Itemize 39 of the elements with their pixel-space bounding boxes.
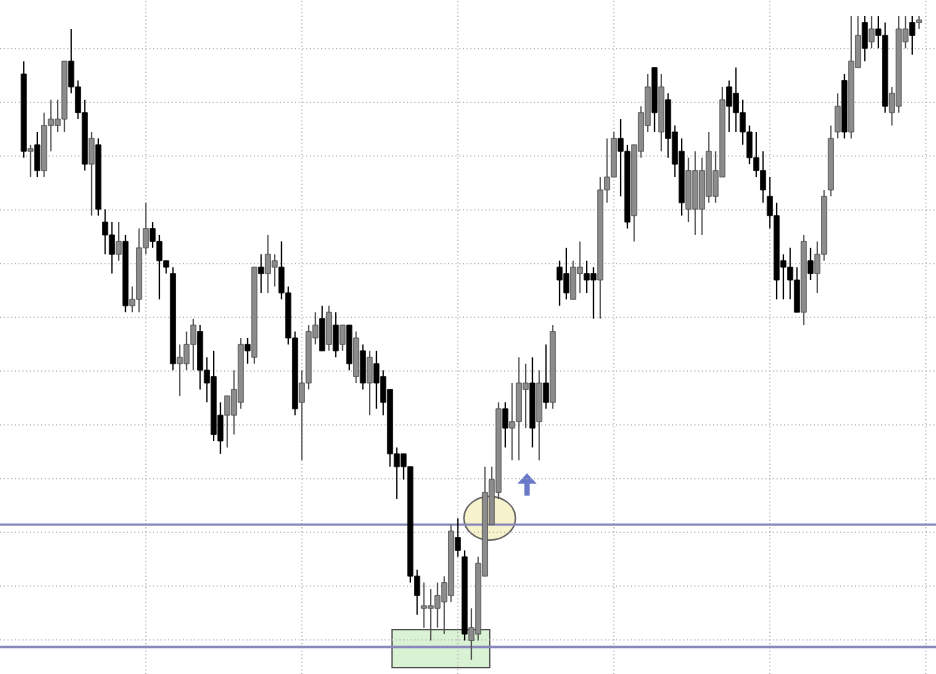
candlestick <box>319 305 326 352</box>
candlestick <box>346 324 353 371</box>
candlestick <box>325 305 332 352</box>
candlestick <box>224 395 231 449</box>
candlestick <box>576 240 583 294</box>
candlestick <box>563 247 570 301</box>
candlestick <box>861 15 868 62</box>
candlestick <box>115 221 122 262</box>
candlestick <box>583 260 590 294</box>
candlestick <box>190 317 197 371</box>
candlestick <box>909 15 916 56</box>
candlestick <box>264 234 271 294</box>
candlestick <box>502 401 509 449</box>
candlestick <box>244 337 251 365</box>
candlestick <box>373 350 380 410</box>
candlestick <box>692 150 699 236</box>
candlestick <box>271 253 278 288</box>
candlestick <box>536 369 543 461</box>
candlestick <box>651 66 658 133</box>
candlestick <box>543 343 549 410</box>
candlestick <box>359 343 366 391</box>
candlestick <box>658 73 665 152</box>
candlestick <box>515 356 522 461</box>
candlestick <box>522 363 529 429</box>
candlestick <box>34 131 41 178</box>
candlestick <box>88 131 95 217</box>
candlestick <box>366 350 373 416</box>
candlestick <box>529 356 536 449</box>
candlestick <box>176 343 183 397</box>
candlestick <box>332 311 339 358</box>
candlestick <box>590 266 597 320</box>
candlestick <box>258 253 265 294</box>
candlestick <box>339 324 346 352</box>
candlestick <box>868 15 875 49</box>
candlestick <box>27 144 34 178</box>
candlestick <box>685 157 692 223</box>
candlestick <box>807 247 814 281</box>
candlestick <box>353 330 360 384</box>
candlestick <box>916 15 923 30</box>
